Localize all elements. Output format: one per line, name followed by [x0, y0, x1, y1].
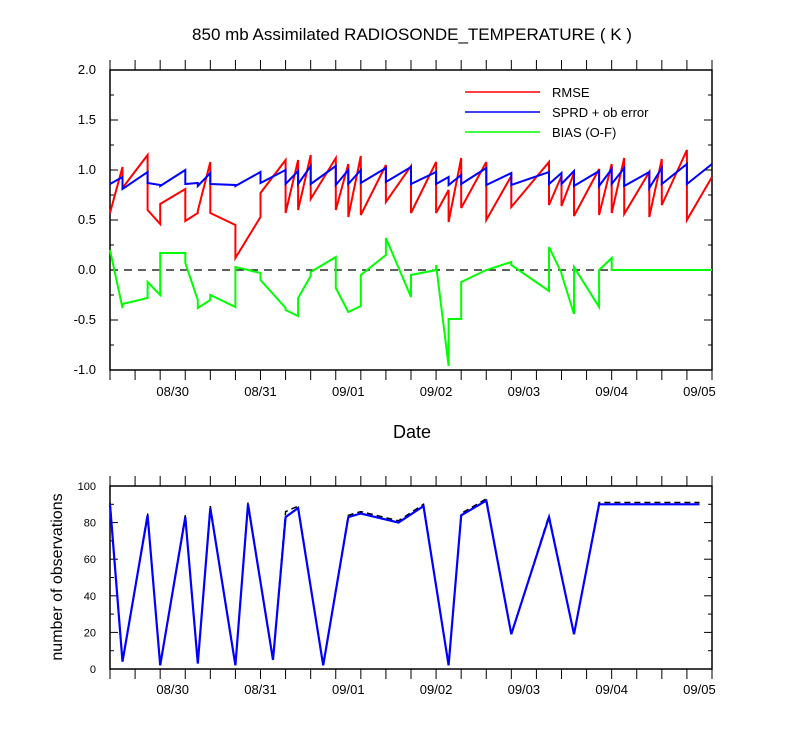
bottom-chart-y-axis-label: number of observations: [49, 493, 66, 660]
bottom-y-tick-label: 100: [78, 481, 96, 493]
legend-label: RMSE: [552, 85, 590, 100]
top-y-tick-label: 1.5: [78, 112, 96, 127]
series-line-sprd: [109, 161, 713, 192]
top-plot-area: 2.0 1.5 1.0 0.5 0.0 -0.5 -1.0 08/30 08/31 09/01 09…: [74, 60, 716, 399]
top-x-tick-label: 09/04: [595, 384, 628, 399]
top-x-tick-label: 09/01: [332, 384, 365, 399]
series-line-bias: [109, 237, 712, 367]
top-y-tick-label: 1.0: [78, 162, 96, 177]
bottom-y-tick-label: 20: [84, 627, 96, 639]
legend-label: BIAS (O-F): [552, 125, 616, 140]
bottom-x-tick-label: 09/04: [595, 682, 628, 697]
bottom-x-tick-label: 08/30: [156, 682, 189, 697]
top-x-tick-label: 09/03: [508, 384, 541, 399]
top-y-tick-label: -1.0: [74, 362, 96, 377]
legend-label: SPRD + ob error: [552, 105, 649, 120]
bottom-x-tick-label: 09/03: [508, 682, 541, 697]
series-line-assimilated: [108, 498, 700, 666]
bottom-y-tick-label: 80: [84, 518, 96, 530]
top-y-tick-label: 0.0: [78, 262, 96, 277]
bottom-x-tick-label: 09/01: [332, 682, 365, 697]
top-chart-title: 850 mb Assimilated RADIOSONDE_TEMPERATUR…: [192, 25, 632, 44]
bottom-x-tick-label: 08/31: [244, 682, 277, 697]
top-x-tick-label: 09/05: [683, 384, 716, 399]
top-y-tick-label: 2.0: [78, 62, 96, 77]
bottom-x-tick-label: 09/02: [420, 682, 453, 697]
top-chart-x-axis-label: Date: [393, 422, 431, 442]
series-line-possible: [109, 497, 700, 666]
bottom-x-tick-label: 09/05: [683, 682, 716, 697]
top-y-tick-label: 0.5: [78, 212, 96, 227]
bottom-plot-area: 100 80 60 40 20 0 08/30 08/31 09/01 09/02 09/03 09/…: [78, 476, 716, 697]
top-x-tick-label: 09/02: [420, 384, 453, 399]
bottom-y-tick-label: 0: [90, 664, 96, 676]
bottom-y-tick-label: 40: [84, 591, 96, 603]
bottom-y-tick-label: 60: [84, 554, 96, 566]
top-x-tick-label: 08/30: [156, 384, 189, 399]
top-x-tick-label: 08/31: [244, 384, 277, 399]
top-y-tick-label: -0.5: [74, 312, 96, 327]
